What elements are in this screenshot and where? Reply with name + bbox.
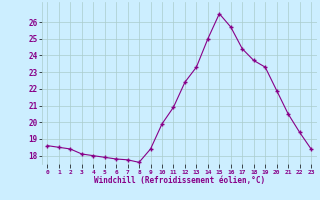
X-axis label: Windchill (Refroidissement éolien,°C): Windchill (Refroidissement éolien,°C) [94,176,265,185]
